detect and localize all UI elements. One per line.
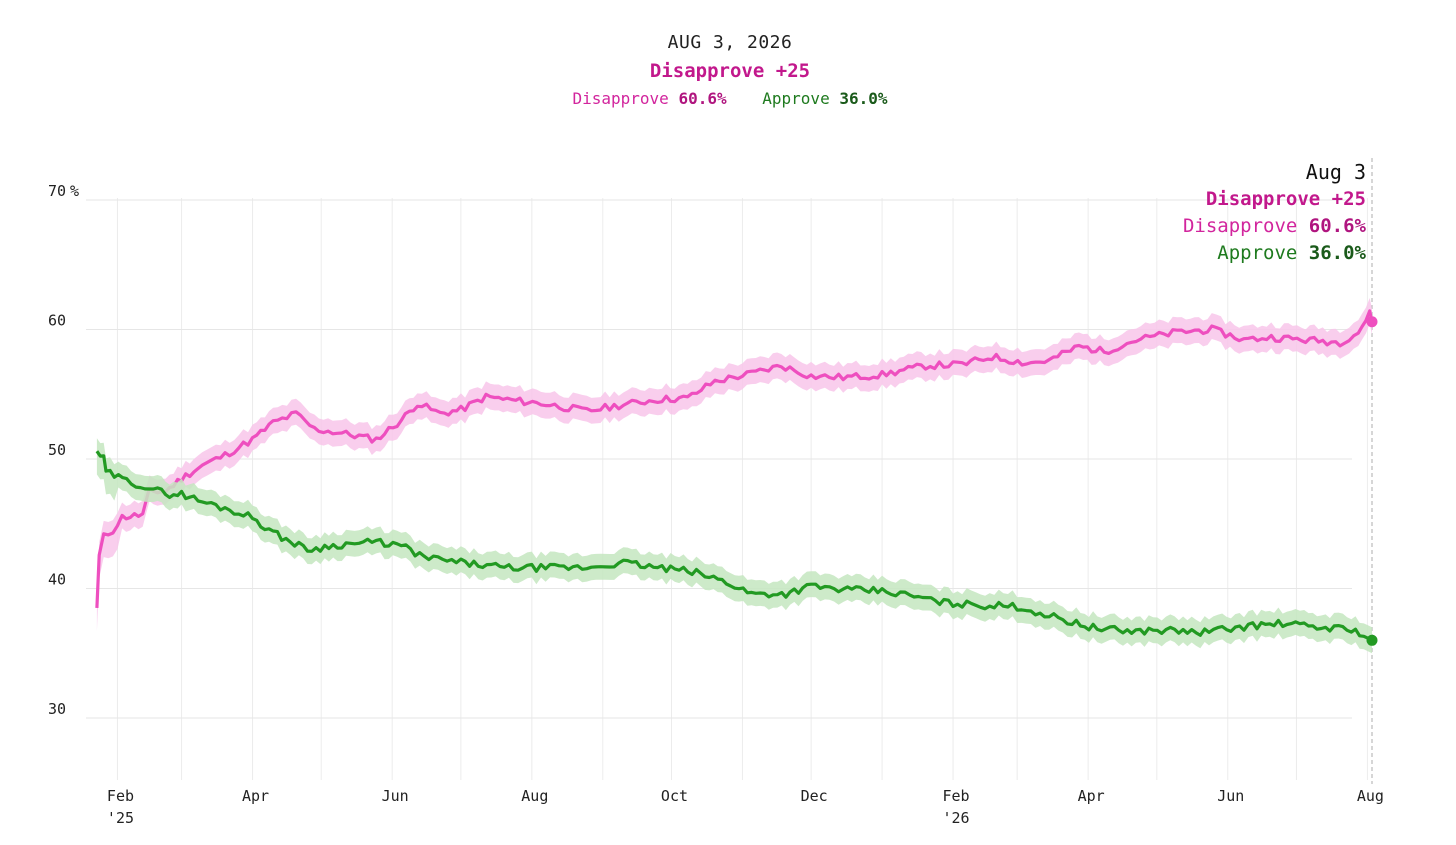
- y-tick-label: 50: [48, 441, 66, 459]
- header-disapprove-label: Disapprove: [572, 89, 669, 108]
- tooltip-approve-label: Approve: [1217, 242, 1298, 264]
- x-tick-label: Apr: [1078, 787, 1105, 805]
- disapprove-line: [95, 309, 1374, 608]
- x-tick-label: Dec: [801, 787, 828, 805]
- disapprove-uncertainty-band: [96, 298, 1372, 632]
- tooltip-margin: Disapprove +25: [1205, 188, 1366, 210]
- tooltip-date: Aug 3: [1305, 160, 1366, 184]
- header-date: AUG 3, 2026: [667, 32, 793, 53]
- disapprove-end-point: [1366, 316, 1378, 328]
- header-approve-value: 36.0%: [839, 89, 888, 108]
- y-tick-label: 70: [48, 182, 66, 200]
- x-year-label: '26: [943, 809, 970, 827]
- tooltip-disapprove: Disapprove 60.6%: [1183, 213, 1366, 240]
- approve-uncertainty-band: [96, 438, 1372, 654]
- tooltip-disapprove-label: Disapprove: [1182, 215, 1298, 237]
- header-disapprove-value: 60.6%: [678, 89, 727, 108]
- x-tick-label: Jun: [382, 787, 409, 805]
- approve-end-point: [1366, 634, 1378, 646]
- x-tick-label: Feb: [943, 787, 970, 805]
- y-unit-label: %: [70, 182, 79, 200]
- x-tick-label: Apr: [242, 787, 269, 805]
- header-values: Disapprove 60.6% Approve 36.0%: [0, 86, 1456, 112]
- header-approve-label: Approve: [762, 89, 830, 108]
- y-tick-label: 60: [48, 312, 66, 330]
- chart-header: AUG 3, 2026 Disapprove +25 Disapprove 60…: [0, 30, 1456, 112]
- tooltip-approve-value: 36.0%: [1308, 242, 1366, 264]
- hover-tooltip: Aug 3 Disapprove +25 Disapprove 60.6% Ap…: [1183, 158, 1366, 267]
- x-tick-label: Jun: [1217, 787, 1244, 805]
- y-tick-label: 40: [48, 571, 66, 589]
- x-tick-label: Aug: [1357, 787, 1384, 805]
- x-tick-label: Oct: [661, 787, 688, 805]
- header-margin: Disapprove +25: [649, 60, 811, 82]
- approve-line: [95, 450, 1373, 642]
- y-tick-label: 30: [48, 700, 66, 718]
- x-year-label: '25: [107, 809, 134, 827]
- x-tick-label: Aug: [521, 787, 548, 805]
- tooltip-approve: Approve 36.0%: [1183, 240, 1366, 267]
- tooltip-disapprove-value: 60.6%: [1308, 215, 1366, 237]
- x-tick-label: Feb: [107, 787, 134, 805]
